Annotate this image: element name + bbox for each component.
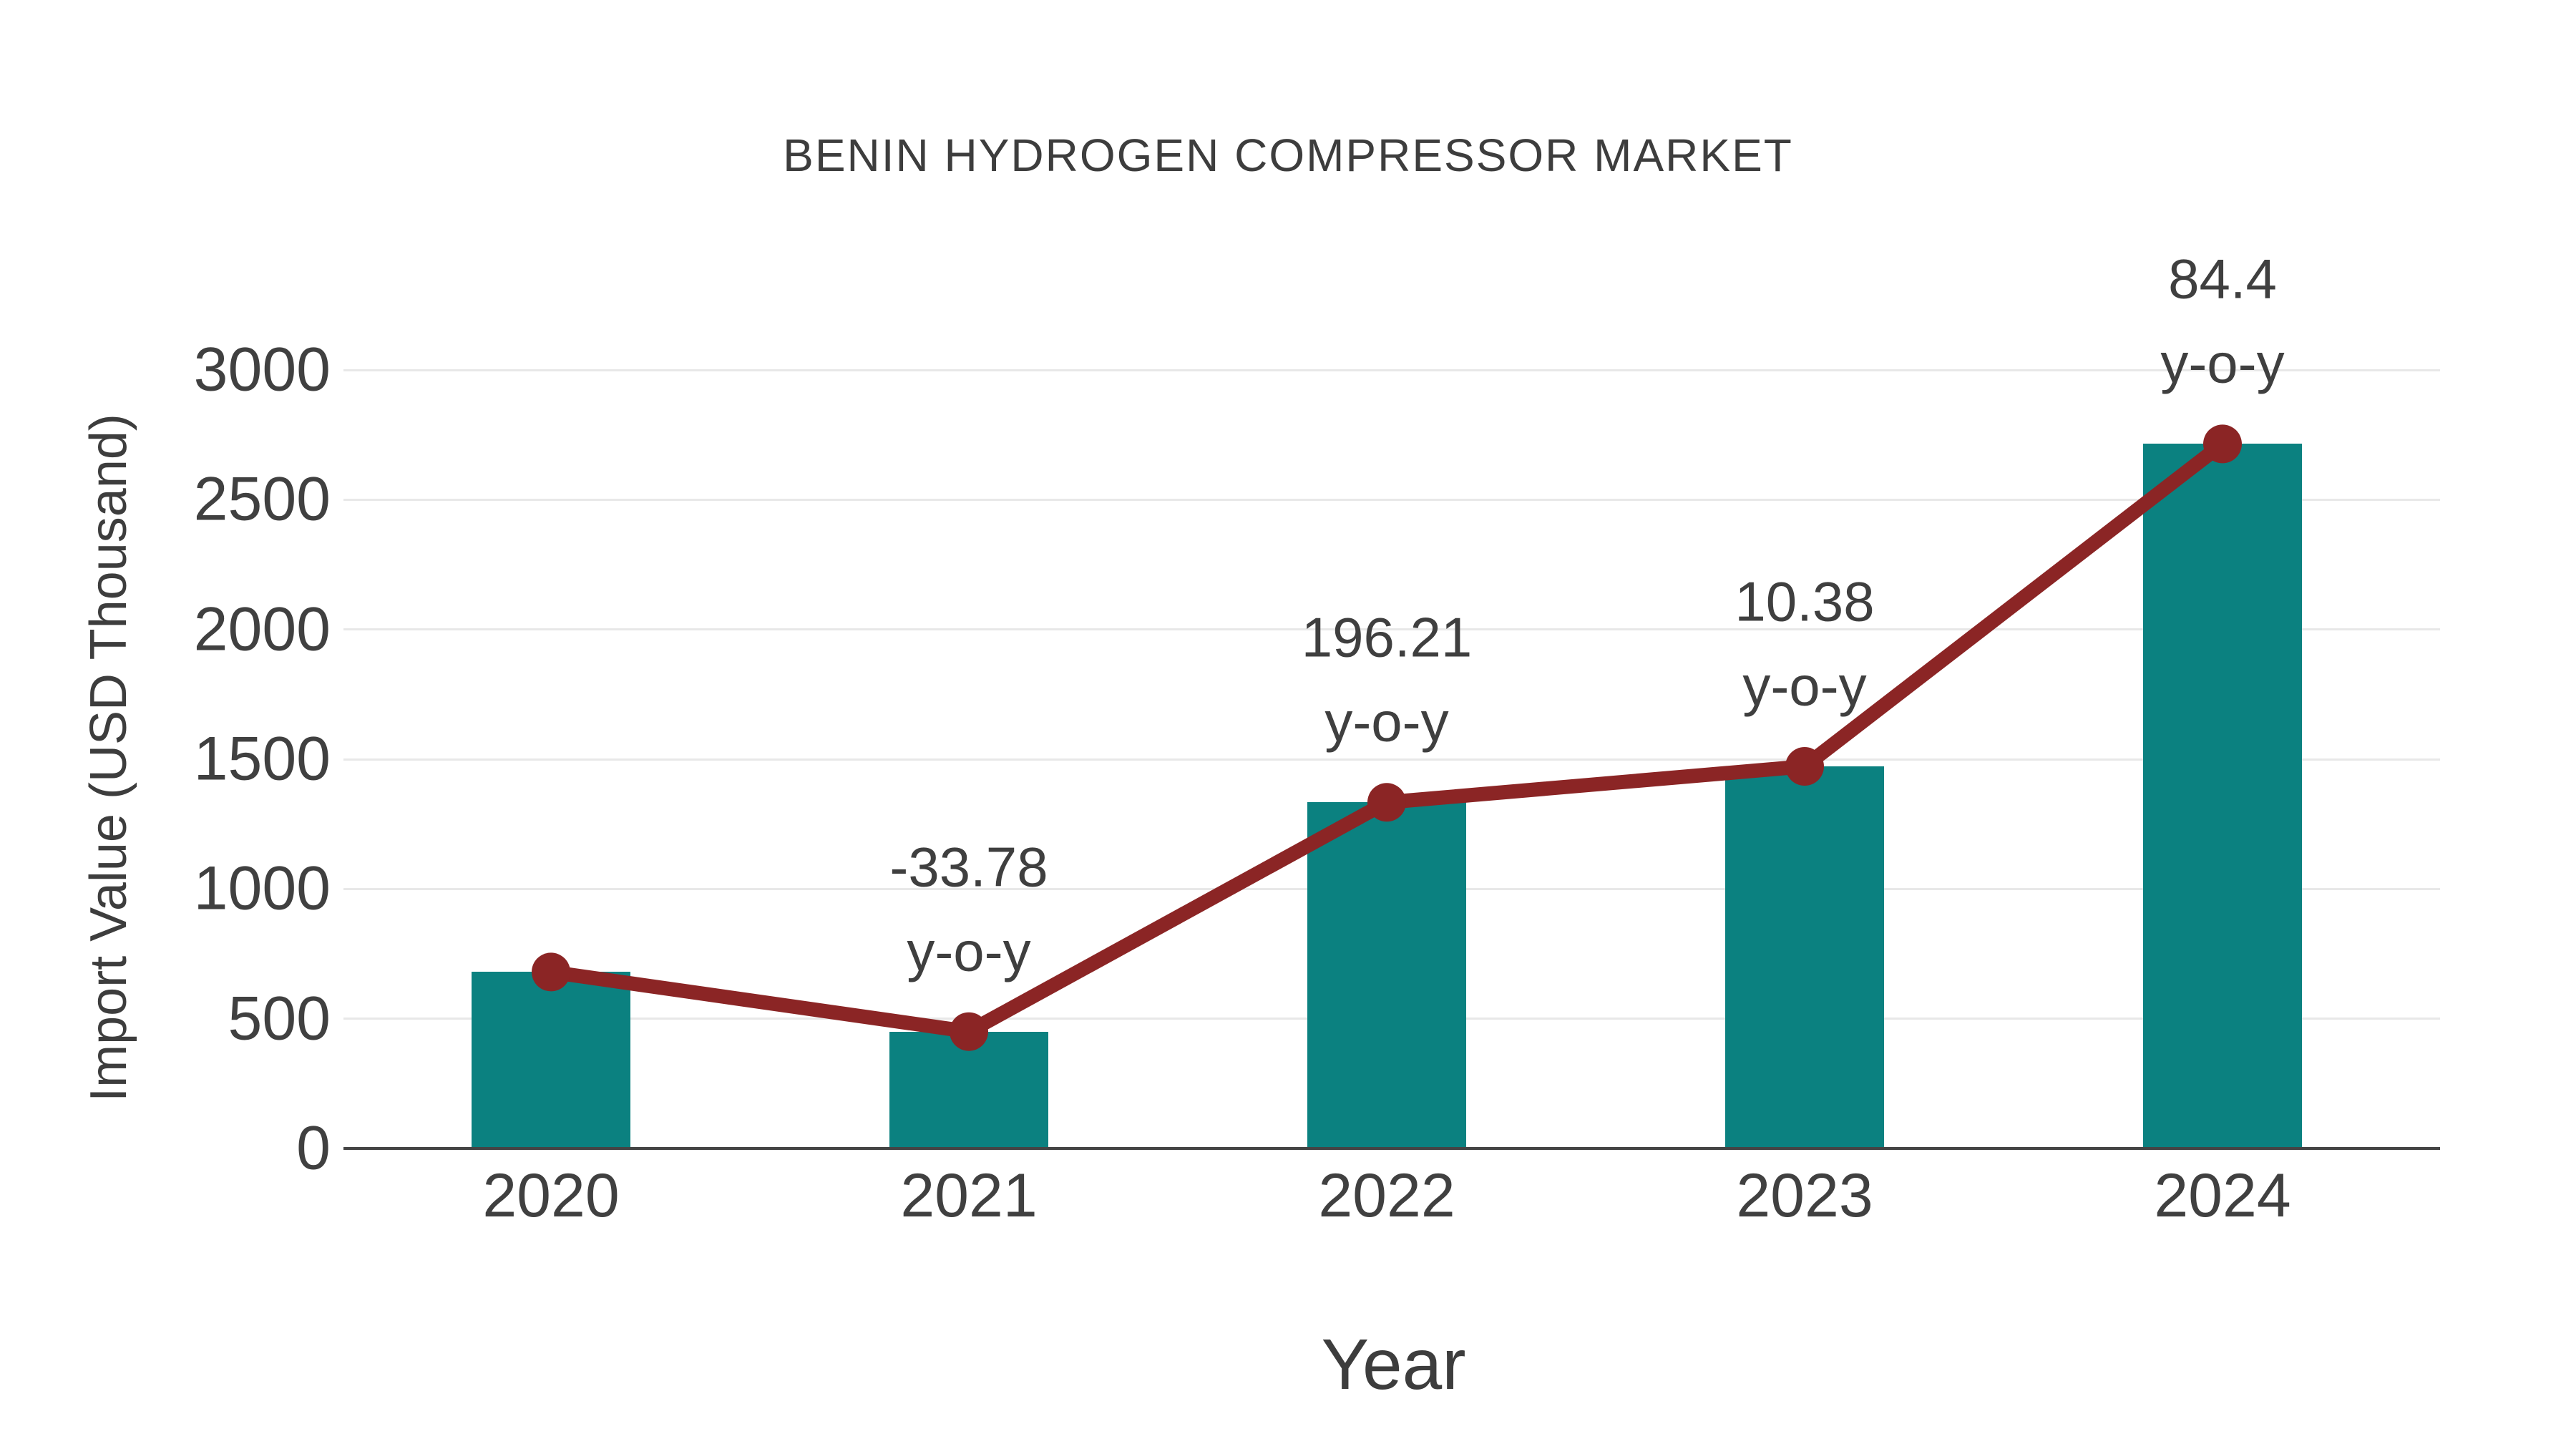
y-tick-label-1500: 1500 — [193, 724, 331, 794]
x-axis-line — [343, 1147, 2440, 1150]
annotation-value-2024: 84.4 — [2168, 247, 2277, 311]
annotation-suffix-2021: y-o-y — [907, 919, 1031, 983]
chart-title: BENIN HYDROGEN COMPRESSOR MARKET — [783, 130, 1793, 181]
gridline-2500 — [343, 498, 2440, 501]
data-point-marker-2024 — [2203, 424, 2242, 464]
gridline-3000 — [343, 369, 2440, 371]
y-tick-label-3000: 3000 — [193, 335, 331, 404]
y-tick-label-2500: 2500 — [193, 464, 331, 534]
gridline-2000 — [343, 628, 2440, 631]
x-tick-label-2024: 2024 — [2154, 1161, 2291, 1230]
x-tick-label-2022: 2022 — [1318, 1161, 1455, 1230]
y-tick-label-2000: 2000 — [193, 595, 331, 664]
bar-2023 — [1725, 766, 1884, 1148]
data-point-marker-2021 — [950, 1012, 988, 1051]
annotation-value-2021: -33.78 — [889, 835, 1048, 899]
data-point-marker-2023 — [1785, 747, 1824, 786]
bar-2024 — [2143, 444, 2302, 1148]
x-tick-label-2023: 2023 — [1736, 1161, 1873, 1230]
annotation-suffix-2023: y-o-y — [1742, 654, 1867, 718]
data-point-marker-2022 — [1367, 783, 1406, 822]
bar-2022 — [1307, 802, 1466, 1148]
data-point-marker-2020 — [532, 952, 570, 992]
x-axis-title: Year — [1321, 1324, 1466, 1405]
x-tick-label-2021: 2021 — [900, 1161, 1038, 1230]
bar-2020 — [472, 972, 630, 1148]
annotation-suffix-2022: y-o-y — [1324, 690, 1449, 753]
x-tick-label-2020: 2020 — [482, 1161, 620, 1230]
y-tick-label-1000: 1000 — [193, 854, 331, 923]
annotation-value-2023: 10.38 — [1735, 570, 1875, 633]
annotation-suffix-2024: y-o-y — [2160, 331, 2285, 395]
annotation-value-2022: 196.21 — [1301, 605, 1473, 669]
y-tick-label-500: 500 — [228, 984, 331, 1053]
bar-2021 — [889, 1031, 1048, 1148]
y-tick-label-0: 0 — [296, 1113, 331, 1183]
gridline-1500 — [343, 758, 2440, 761]
